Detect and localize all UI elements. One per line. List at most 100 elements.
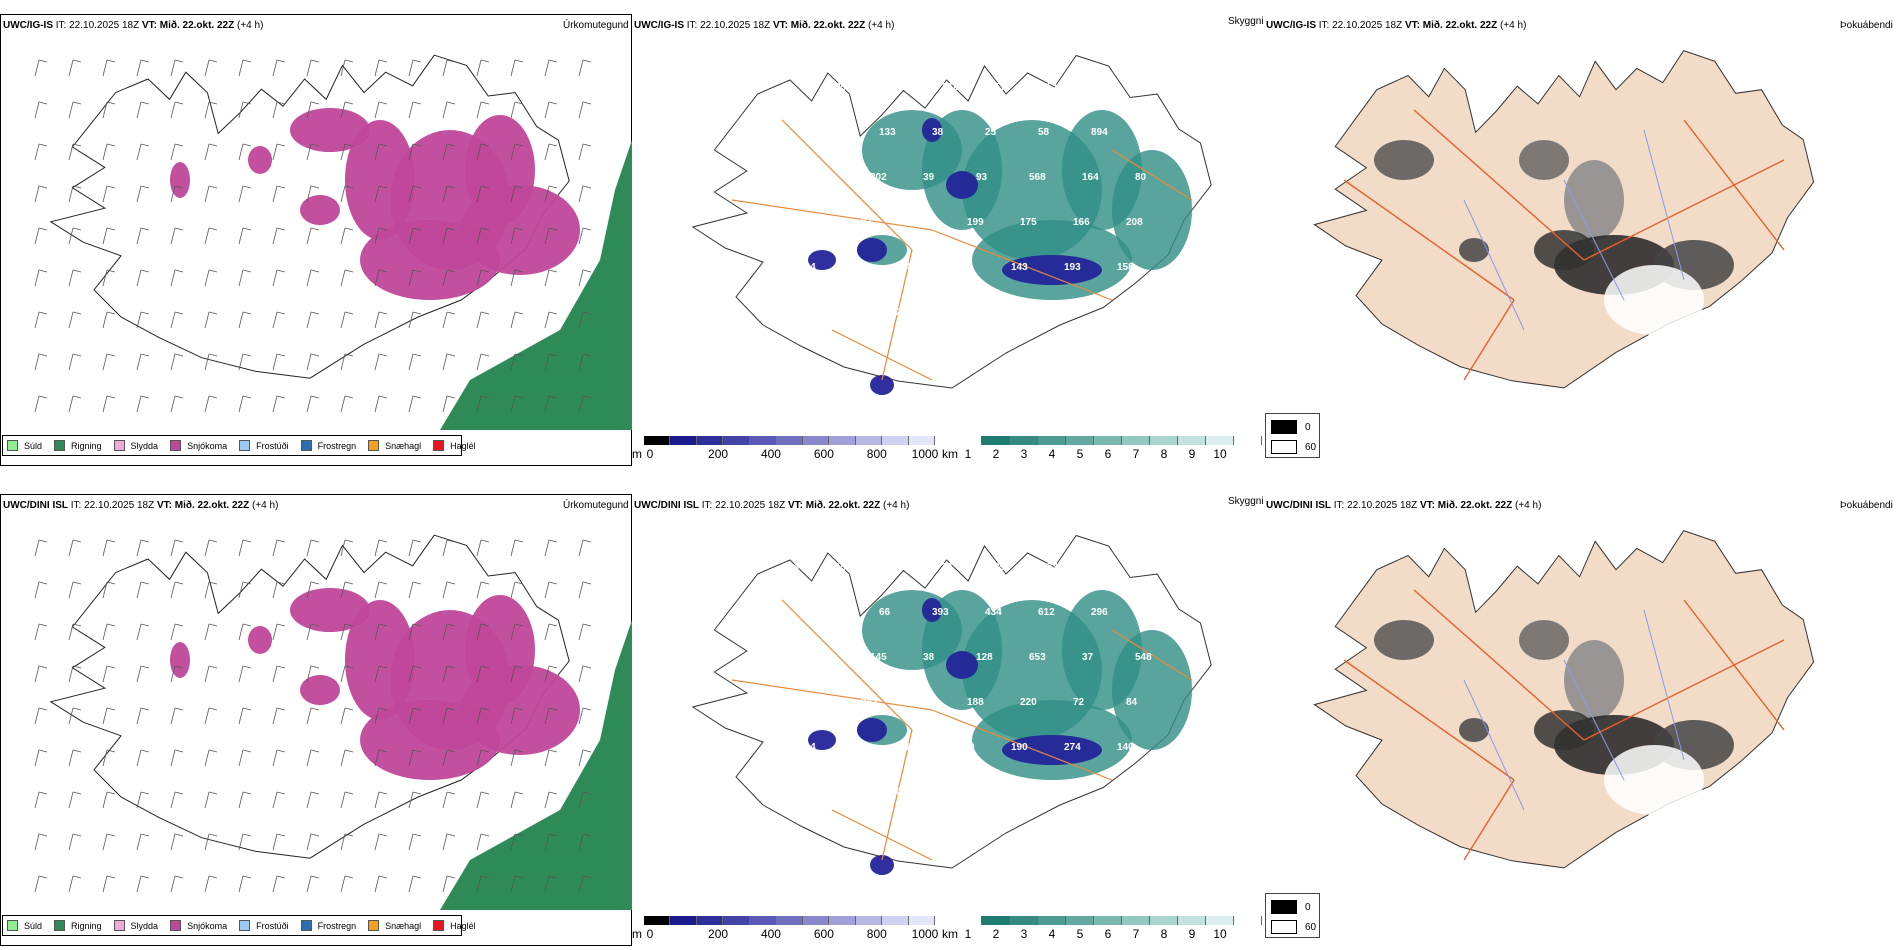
fog-index-area bbox=[1564, 640, 1624, 720]
wind-barb bbox=[204, 101, 218, 119]
wind-barb bbox=[34, 707, 48, 725]
panel-title: UWC/DINI ISL IT: 22.10.2025 18Z VT: Mið.… bbox=[634, 500, 909, 511]
cloud-base-label: 57 bbox=[888, 82, 900, 93]
snow-area bbox=[290, 588, 370, 632]
wind-barb bbox=[68, 581, 82, 599]
colorbar-tick: 7 bbox=[1132, 447, 1140, 461]
wind-barb bbox=[136, 707, 150, 725]
cloud-base-label: 216 bbox=[817, 652, 834, 663]
colorbar-unit: m bbox=[632, 447, 642, 461]
wind-barb bbox=[476, 143, 490, 161]
wind-barb bbox=[578, 665, 592, 683]
wind-barb bbox=[578, 581, 592, 599]
colorbar-tick: 4 bbox=[1048, 447, 1056, 461]
wind-barb bbox=[306, 665, 320, 683]
wind-barb bbox=[578, 59, 592, 77]
iceland-land bbox=[1313, 530, 1815, 869]
cloud-base-label: 58 bbox=[1038, 127, 1050, 138]
colorbar-segment bbox=[1038, 436, 1066, 445]
wind-barb bbox=[578, 227, 592, 245]
cloud-base-label: 140 bbox=[1117, 742, 1134, 753]
legend-label: Slydda bbox=[130, 440, 159, 451]
it-label: IT: bbox=[70, 500, 82, 511]
legend-swatch bbox=[170, 920, 182, 931]
panel-type-precip: Úrkomutegund bbox=[563, 20, 629, 31]
wind-barb bbox=[306, 623, 320, 641]
fog-index-area bbox=[1519, 140, 1569, 180]
colorbar-segment bbox=[1066, 436, 1094, 445]
panel-title: UWC/IG-IS IT: 22.10.2025 18Z VT: Mið. 22… bbox=[3, 20, 263, 31]
cloud-base-label: 66 bbox=[879, 607, 891, 618]
wind-barb bbox=[238, 353, 252, 371]
wind-barb bbox=[68, 395, 82, 413]
wind-barb bbox=[306, 227, 320, 245]
legend-label: Haglél bbox=[450, 920, 476, 931]
wind-barb bbox=[510, 707, 524, 725]
road bbox=[1343, 659, 1515, 781]
visibility-colorbar: km 1 2 3 4 5 6 7 8 9 10 bbox=[942, 916, 1264, 944]
legend-item: Slydda bbox=[113, 920, 158, 931]
road bbox=[731, 679, 933, 711]
wind-barb bbox=[510, 539, 524, 557]
wind-barb bbox=[476, 59, 490, 77]
wind-barb bbox=[204, 227, 218, 245]
it-value: 22.10.2025 18Z bbox=[1347, 500, 1418, 511]
legend-label: Rigning bbox=[71, 920, 102, 931]
wind-barb bbox=[238, 101, 252, 119]
wind-barb bbox=[68, 311, 82, 329]
colorbar-tick: 1 bbox=[964, 927, 972, 941]
wind-barb bbox=[68, 269, 82, 287]
cloud-base-label: 548 bbox=[1135, 652, 1152, 663]
cloud-base-label: 18 bbox=[1055, 307, 1067, 318]
wind-barb bbox=[408, 665, 422, 683]
wind-barb bbox=[340, 143, 354, 161]
wind-barb bbox=[238, 623, 252, 641]
road bbox=[731, 199, 933, 231]
wind-barb bbox=[136, 791, 150, 809]
cloud-base-label: 92 bbox=[852, 262, 864, 273]
cloud-base-label: 167 bbox=[1153, 562, 1170, 573]
legend-label: Súld bbox=[24, 440, 43, 451]
precip-map bbox=[34, 54, 632, 430]
wind-barb bbox=[306, 791, 320, 809]
legend-swatch bbox=[433, 920, 445, 931]
fog-map bbox=[1313, 530, 1815, 869]
colorbar-segment bbox=[1206, 436, 1234, 445]
wind-barb bbox=[578, 269, 592, 287]
wind-barb bbox=[476, 623, 490, 641]
wind-barb bbox=[272, 665, 286, 683]
panel-title: UWC/IG-IS IT: 22.10.2025 18Z VT: Mið. 22… bbox=[1266, 20, 1526, 31]
legend-label: Snjókoma bbox=[187, 920, 228, 931]
cloud-base-label: 155 bbox=[835, 562, 852, 573]
wind-barb bbox=[408, 101, 422, 119]
colorbar-segment bbox=[855, 436, 883, 445]
wind-barb bbox=[340, 665, 354, 683]
wind-barb bbox=[204, 833, 218, 851]
wind-barb bbox=[442, 269, 456, 287]
colorbar-segment bbox=[1178, 916, 1206, 925]
wind-barb bbox=[374, 395, 388, 413]
colorbar-segment bbox=[1234, 916, 1262, 925]
wind-barb bbox=[408, 227, 422, 245]
it-label: IT: bbox=[55, 20, 67, 31]
cloud-base-label: 13 bbox=[843, 787, 855, 798]
wind-barb bbox=[544, 227, 558, 245]
legend-item: Snæhagl bbox=[368, 920, 421, 931]
wind-barb bbox=[408, 311, 422, 329]
wind-barb bbox=[34, 269, 48, 287]
wind-barb bbox=[476, 227, 490, 245]
wind-barb bbox=[578, 707, 592, 725]
legend-swatch bbox=[54, 920, 66, 931]
road bbox=[831, 329, 933, 381]
fog-legend: 0 60 bbox=[1265, 893, 1320, 938]
wind-barb bbox=[476, 269, 490, 287]
wind-barb bbox=[476, 665, 490, 683]
colorbar-tick: 10 bbox=[1213, 927, 1227, 941]
wind-barb bbox=[374, 791, 388, 809]
cloud-base-label: 223 bbox=[790, 307, 807, 318]
road bbox=[881, 729, 913, 861]
wind-barb bbox=[340, 623, 354, 641]
wind-barb bbox=[238, 665, 252, 683]
wind-barb bbox=[510, 185, 524, 203]
legend-label: Snæhagl bbox=[385, 440, 422, 451]
